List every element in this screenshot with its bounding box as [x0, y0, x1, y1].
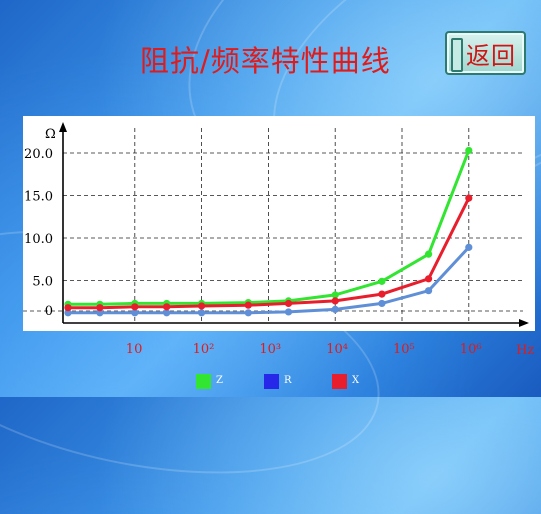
- chart-grid: [23, 128, 523, 323]
- data-point-x: [284, 299, 293, 308]
- impedance-chart: Ω 0 5.0 10.0 15.0 20.0: [23, 122, 529, 327]
- chart-plot-area: Ω 0 5.0 10.0 15.0 20.0: [23, 116, 535, 331]
- data-point-z: [465, 146, 473, 155]
- data-point-x: [198, 302, 206, 310]
- page-title: 阻抗/频率特性曲线: [140, 44, 391, 78]
- y-tick-label: 20.0: [24, 147, 53, 162]
- legend-label-z: Z: [216, 375, 223, 386]
- legend-swatch-r: [264, 374, 279, 389]
- data-point-r: [378, 299, 386, 308]
- x-tick-label: 10²: [192, 342, 215, 357]
- data-point-r: [424, 287, 433, 295]
- data-point-x: [378, 290, 386, 298]
- data-point-x: [465, 194, 473, 202]
- y-tick-label: 5.0: [32, 275, 53, 290]
- data-point-x: [244, 301, 252, 309]
- x-axis-arrow: [519, 319, 529, 327]
- back-button[interactable]: 返回: [445, 31, 526, 75]
- y-tick-labels: 0 5.0 10.0 15.0 20.0: [24, 147, 53, 319]
- data-point-z: [331, 291, 339, 299]
- chart-axes: Ω: [45, 122, 529, 327]
- button-notch: [451, 38, 463, 72]
- data-point-r: [64, 309, 72, 317]
- x-tick-label: 10³: [259, 342, 282, 357]
- data-point-z: [378, 277, 386, 285]
- data-point-x: [331, 297, 339, 305]
- x-tick-label: 10⁵: [393, 342, 415, 357]
- data-point-r: [131, 309, 139, 317]
- y-axis-arrow: [59, 122, 67, 132]
- data-point-r: [244, 309, 252, 317]
- x-tick-label: 10⁴: [326, 342, 348, 357]
- x-axis-label: Hz: [516, 343, 535, 358]
- data-point-x: [131, 303, 139, 311]
- x-tick-label: 10: [125, 342, 143, 357]
- back-button-label: 返回: [466, 41, 516, 70]
- y-tick-label: 10.0: [24, 232, 53, 247]
- legend-label-x: X: [352, 375, 360, 386]
- chart-series: [64, 146, 473, 317]
- data-point-x: [163, 303, 171, 311]
- data-point-r: [96, 309, 104, 317]
- data-point-x: [424, 275, 433, 283]
- data-point-r: [198, 309, 206, 317]
- y-axis-label: Ω: [45, 127, 56, 142]
- y-tick-label: 15.0: [24, 190, 53, 205]
- data-point-x: [96, 304, 104, 312]
- legend-swatch-x: [332, 374, 347, 389]
- data-point-x: [64, 304, 72, 312]
- y-tick-label: 0: [45, 304, 53, 319]
- legend-label-r: R: [284, 375, 292, 386]
- data-point-r: [331, 305, 339, 313]
- data-point-z: [424, 250, 433, 258]
- legend-swatch-z: [196, 374, 211, 389]
- x-tick-label: 10⁶: [459, 342, 482, 357]
- data-point-r: [284, 308, 293, 316]
- data-point-r: [163, 309, 171, 317]
- data-point-r: [465, 243, 473, 251]
